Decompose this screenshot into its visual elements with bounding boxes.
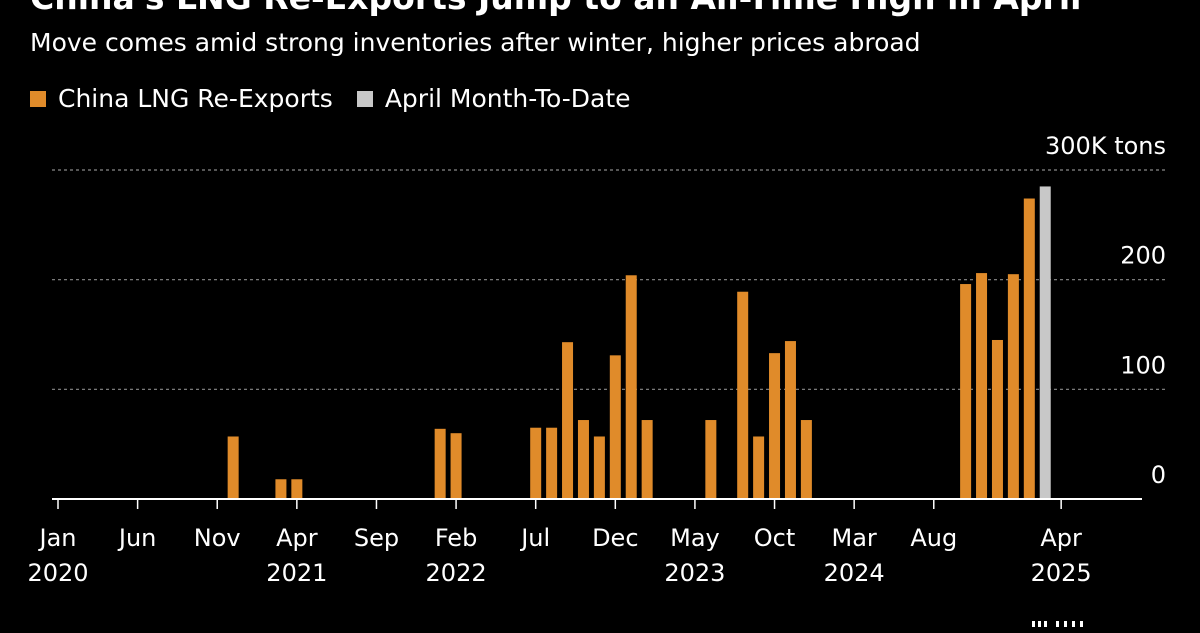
x-tick-label: Dec bbox=[592, 524, 638, 552]
bar-re-exports bbox=[227, 436, 239, 499]
bar-re-exports bbox=[976, 273, 988, 499]
bar-re-exports bbox=[1023, 198, 1035, 499]
bar-re-exports bbox=[753, 436, 765, 499]
bar-re-exports bbox=[434, 428, 446, 499]
x-tick-label: Jun bbox=[117, 524, 157, 552]
bar-re-exports bbox=[960, 284, 972, 499]
chart-subtitle: Move comes amid strong inventories after… bbox=[30, 28, 921, 57]
bar-re-exports bbox=[562, 342, 574, 499]
bar-re-exports bbox=[625, 275, 637, 499]
bar-re-exports bbox=[800, 420, 812, 499]
legend-swatch-re-exports bbox=[30, 90, 46, 107]
x-tick-label: Jul bbox=[519, 524, 550, 552]
x-tick-label: Aug bbox=[910, 524, 957, 552]
legend-label-re-exports: China LNG Re-Exports bbox=[58, 84, 333, 113]
x-tick-label: Jan bbox=[38, 524, 77, 552]
x-tick-label: Sep bbox=[354, 524, 399, 552]
bar-re-exports bbox=[291, 479, 303, 499]
legend-item-month-to-date: April Month-To-Date bbox=[356, 84, 631, 113]
legend-label-month-to-date: April Month-To-Date bbox=[384, 84, 631, 113]
x-tick-label: Apr bbox=[1040, 524, 1082, 552]
x-tick-year-label: 2020 bbox=[27, 559, 88, 587]
x-tick-label: Apr bbox=[276, 524, 318, 552]
chart-legend: China LNG Re-Exports April Month-To-Date bbox=[30, 84, 655, 113]
x-tick-label: Oct bbox=[754, 524, 796, 552]
bar-re-exports bbox=[737, 291, 749, 499]
chart-title: China's LNG Re-Exports Jump to an All-Ti… bbox=[30, 0, 1081, 17]
legend-item-re-exports: China LNG Re-Exports bbox=[30, 84, 333, 113]
x-tick-year-label: 2022 bbox=[426, 559, 487, 587]
x-tick-year-label: 2024 bbox=[824, 559, 885, 587]
x-tick-label: May bbox=[670, 524, 720, 552]
y-tick-label: 300K tons bbox=[1045, 132, 1166, 160]
bar-re-exports bbox=[275, 479, 287, 499]
x-tick-label: Feb bbox=[435, 524, 478, 552]
bar-re-exports bbox=[991, 339, 1003, 499]
bar-re-exports bbox=[530, 427, 542, 499]
x-tick-year-label: 2023 bbox=[664, 559, 725, 587]
bloomberg-logo bbox=[1030, 613, 1110, 633]
bar-re-exports bbox=[450, 433, 462, 499]
legend-swatch-month-to-date bbox=[356, 90, 373, 107]
bar-re-exports bbox=[784, 341, 796, 499]
bar-re-exports bbox=[641, 420, 653, 499]
bar-re-exports bbox=[577, 420, 589, 499]
bar-re-exports bbox=[705, 420, 717, 499]
bar-re-exports bbox=[593, 436, 605, 499]
bar-re-exports bbox=[609, 355, 621, 499]
bar-re-exports bbox=[546, 427, 558, 499]
x-tick-label: Nov bbox=[194, 524, 241, 552]
y-tick-label: 100 bbox=[1120, 351, 1166, 379]
bar-re-exports bbox=[1007, 274, 1019, 499]
bar-re-exports bbox=[769, 353, 781, 499]
y-tick-label: 200 bbox=[1120, 242, 1166, 270]
x-tick-year-label: 2025 bbox=[1031, 559, 1092, 587]
y-tick-label: 0 bbox=[1151, 461, 1166, 489]
bloomberg-logo-mark bbox=[1032, 621, 1083, 627]
x-tick-label: Mar bbox=[832, 524, 877, 552]
bar-month-to-date bbox=[1039, 186, 1051, 499]
x-tick-year-label: 2021 bbox=[266, 559, 327, 587]
